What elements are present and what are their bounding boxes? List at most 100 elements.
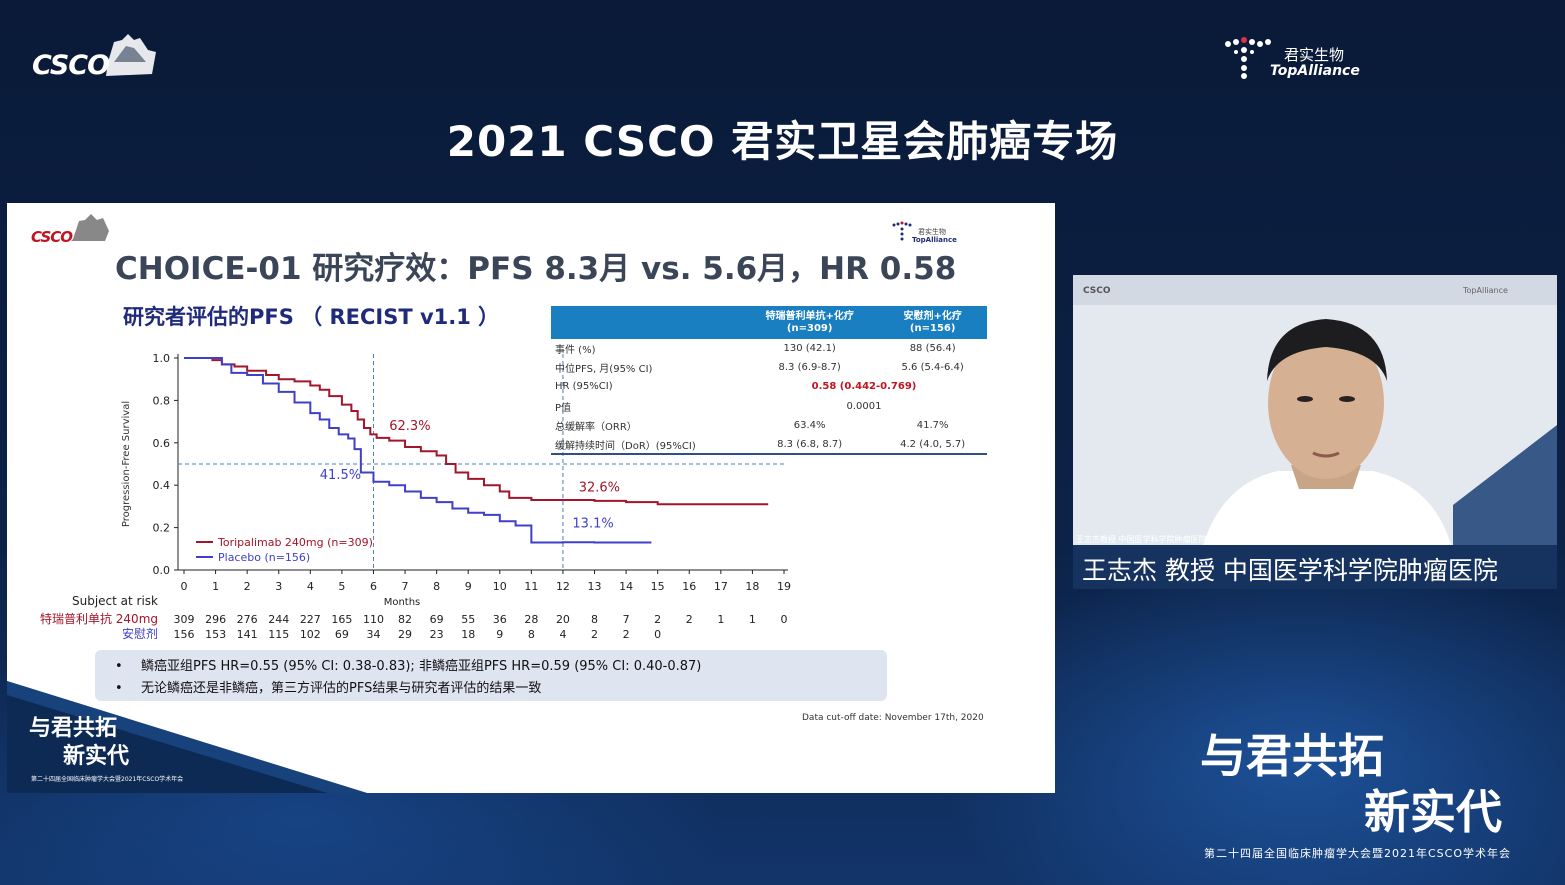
table-row-label: P值 [555, 402, 572, 414]
slide-topalliance-en: TopAlliance [912, 236, 957, 244]
table-cell: 5.6 (5.4-6.4) [901, 362, 964, 374]
video-topalliance-logo: TopAlliance [1462, 286, 1508, 295]
annotation-label: 41.5% [320, 468, 361, 483]
risk-table-value: 2 [654, 613, 661, 626]
table-row-label: 事件 (%) [555, 345, 596, 357]
risk-table-value: 18 [461, 628, 475, 641]
risk-table-value: 153 [205, 628, 226, 641]
slide-slogan-line2: 新实代 [63, 744, 130, 769]
csco-logo-icon [106, 34, 156, 76]
risk-table-value: 34 [366, 628, 380, 641]
risk-table-value: 29 [398, 628, 412, 641]
footer-slogan: 与君共拓 新实代 [1200, 728, 1502, 840]
table-cell: 4.2 (4.0, 5.7) [878, 434, 987, 456]
y-tick-label: 0.2 [153, 522, 171, 535]
table-header-cell [551, 306, 741, 339]
table-row-label: 缓解持续时间（DoR）(95%CI) [551, 434, 741, 456]
x-tick-label: 6 [370, 580, 377, 593]
efficacy-table: 特瑞普利单抗+化疗 (n=309) 安慰剂+化疗 (n=156) 事件 (%) 130… [551, 306, 987, 456]
slide-csco-logo-text: CSCO [31, 228, 73, 246]
risk-table-value: 2 [686, 613, 693, 626]
slide-topalliance-logo-icon [892, 221, 912, 241]
km-chart: 0.00.20.40.60.81.00 1 2 3 4 5 6 7 8 9 10 11 12 13 14 15… [40, 352, 791, 641]
table-cell: 88 (56.4) [909, 343, 956, 355]
y-tick-label: 0.4 [153, 479, 171, 492]
slide-subtitle: 研究者评估的PFS （ RECIST v1.1 ） [123, 305, 500, 329]
x-tick-label: 5 [338, 580, 345, 593]
risk-table-value: 8 [528, 628, 535, 641]
table-row-label: 总缓解率（ORR） [555, 421, 637, 433]
risk-table-value: 156 [174, 628, 195, 641]
table-cell-merged: 0.58 (0.442-0.769) [811, 381, 917, 393]
x-tick-label: 2 [244, 580, 251, 593]
risk-table-value: 1 [749, 613, 756, 626]
risk-table-value: 2 [591, 628, 598, 641]
table-row-label: 中位PFS, 月(95% CI) [555, 364, 653, 376]
series-line-placebo [184, 357, 652, 544]
page-title: 2021 CSCO 君实卫星会肺癌专场 [446, 117, 1119, 166]
footer-slogan-sub: 第二十四届全国临床肿瘤学大会暨2021年CSCO学术年会 [1204, 847, 1511, 860]
slide-topalliance-cn: 君实生物 [918, 228, 946, 236]
risk-table-value: 8 [591, 613, 598, 626]
x-tick-label: 13 [588, 580, 602, 593]
x-tick-label: 3 [275, 580, 282, 593]
risk-table-value: 82 [398, 613, 412, 626]
risk-table-label: 安慰剂 [122, 626, 158, 641]
table-row: 中位PFS, 月(95% CI) 8.3 (6.9-8.7) 5.6 (5.4-6.… [551, 358, 987, 377]
table-row: HR (95%CI) 0.58 (0.442-0.769) [551, 377, 987, 396]
speaker-video-scene: CSCO TopAlliance [1073, 275, 1557, 545]
risk-table-value: 28 [524, 613, 538, 626]
x-tick-label: 12 [556, 580, 570, 593]
note-bullet: • [115, 681, 123, 696]
x-tick-label: 1 [212, 580, 219, 593]
slide-slogan-line1: 与君共拓 [29, 716, 118, 741]
table-row: 事件 (%) 130 (42.1) 88 (56.4) [551, 339, 987, 358]
annotation-label: 32.6% [579, 481, 620, 496]
risk-table-value: 7 [623, 613, 630, 626]
risk-table-value: 36 [493, 613, 507, 626]
risk-table-value: 69 [430, 613, 444, 626]
legend-entry: Toripalimab 240mg (n=309) [217, 536, 373, 549]
series-line-toripalimab [184, 357, 769, 506]
table-cell: 130 (42.1) [783, 343, 836, 355]
x-tick-label: 9 [465, 580, 472, 593]
notes-box: • 鳞癌亚组PFS HR=0.55 (95% CI: 0.38-0.83); 非鳞… [95, 650, 887, 701]
topalliance-logo-en: TopAlliance [1270, 63, 1360, 79]
annotation-label: 62.3% [389, 419, 430, 434]
speaker-person-icon [1203, 319, 1451, 545]
note-item: • 无论鳞癌还是非鳞癌，第三方评估的PFS结果与研究者评估的结果一致 [115, 678, 887, 700]
footer-slogan-line2: 新实代 [1364, 785, 1502, 839]
risk-table-value: 309 [174, 613, 195, 626]
risk-table-value: 2 [623, 628, 630, 641]
x-tick-label: 19 [777, 580, 791, 593]
note-bullet: • [115, 659, 123, 674]
table-header-placebo: 安慰剂+化疗 (n=156) [878, 306, 987, 339]
risk-table-value: 102 [300, 628, 321, 641]
x-tick-label: 16 [682, 580, 696, 593]
table-header-row: 特瑞普利单抗+化疗 (n=309) 安慰剂+化疗 (n=156) [551, 306, 987, 339]
risk-table-value: 115 [268, 628, 289, 641]
risk-table-value: 0 [654, 628, 661, 641]
risk-table-value: 4 [559, 628, 566, 641]
x-tick-label: 15 [651, 580, 665, 593]
x-tick-label: 18 [745, 580, 759, 593]
x-tick-label: 14 [619, 580, 633, 593]
risk-table-value: 69 [335, 628, 349, 641]
risk-table-value: 55 [461, 613, 475, 626]
annotation-label: 13.1% [572, 517, 613, 532]
risk-table-value: 165 [331, 613, 352, 626]
table-cell: 41.7% [916, 419, 949, 431]
y-tick-label: 1.0 [153, 352, 171, 365]
legend-entry: Placebo (n=156) [218, 551, 310, 564]
table-row: P值 0.0001 [551, 397, 987, 416]
risk-table-value: 110 [363, 613, 384, 626]
x-tick-label: 11 [524, 580, 538, 593]
csco-logo-text: CSCO [32, 50, 110, 81]
x-tick-label: 17 [714, 580, 728, 593]
table-cell: 8.3 (6.9-8.7) [778, 362, 841, 374]
risk-table-value: 1 [717, 613, 724, 626]
speaker-video: CSCO TopAlliance [1073, 275, 1557, 545]
note-item: • 鳞癌亚组PFS HR=0.55 (95% CI: 0.38-0.83); 非鳞… [115, 656, 887, 678]
slide-slogan-sub: 第二十四届全国临床肿瘤学大会暨2021年CSCO学术年会 [31, 776, 184, 783]
slide-corner-decoration [7, 681, 367, 793]
